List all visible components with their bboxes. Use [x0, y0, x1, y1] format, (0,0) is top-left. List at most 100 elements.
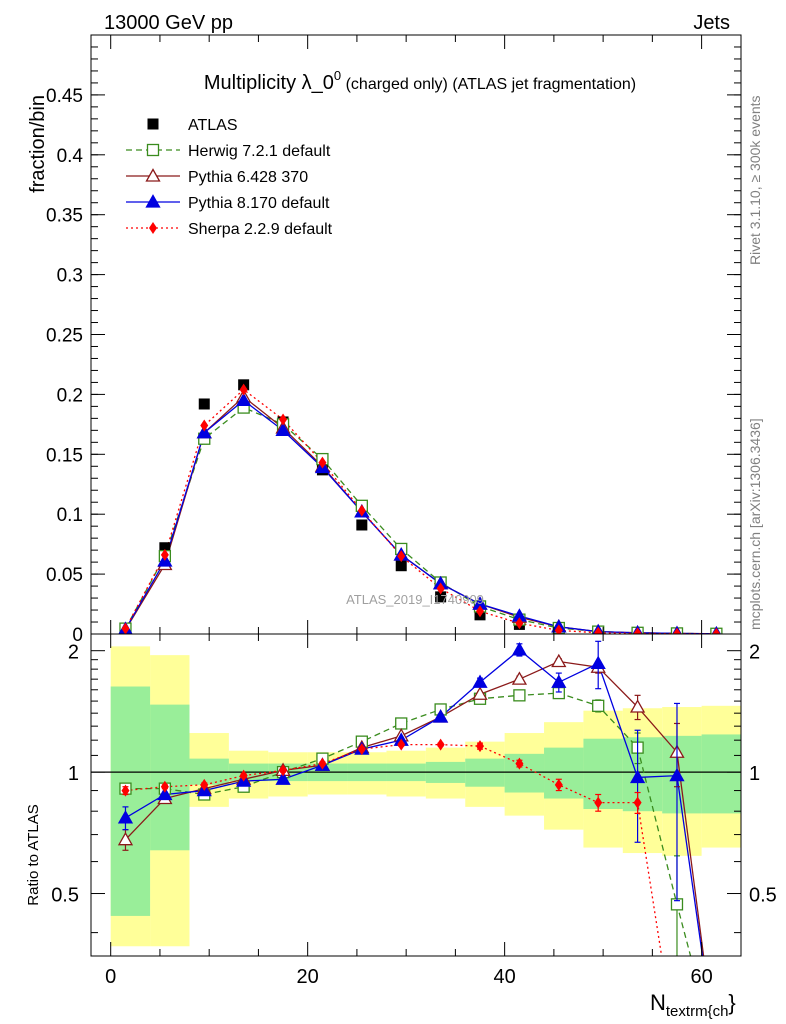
main-data-point [672, 627, 681, 634]
xlabel-main: N [650, 990, 666, 1015]
xlabel-tail: } [728, 990, 735, 1015]
main-data-point [397, 550, 406, 563]
main-data-point [395, 560, 407, 572]
uncertainty-band-green [662, 735, 702, 814]
ratio-data-point [397, 738, 406, 751]
legend-label: Sherpa 2.2.9 default [188, 221, 333, 238]
ratio-data-point [515, 757, 524, 770]
main-ytick-label: 0.45 [46, 86, 83, 107]
main-data-point [515, 617, 524, 630]
ratio-xtick-label: 20 [297, 966, 319, 988]
uncertainty-band-green [150, 704, 190, 851]
main-data-point [435, 591, 447, 603]
main-series-line [124, 388, 717, 634]
main-data-point [121, 622, 130, 634]
main-data-point [160, 548, 169, 561]
main-ytick-label: 0.05 [46, 565, 83, 586]
ratio-data-point [275, 771, 291, 785]
plot-title-superscript: 0 [334, 68, 341, 83]
main-ytick-label: 0.3 [57, 266, 83, 287]
ratio-ytick-label: 0.5 [51, 885, 79, 907]
main-ytick-label: 0.4 [57, 146, 84, 167]
main-plot-area [118, 379, 723, 634]
main-data-point [318, 456, 327, 469]
rivet-label: Rivet 3.1.10, ≥ 300k events [747, 95, 763, 265]
main-data-point [239, 383, 248, 396]
ratio-data-point [200, 778, 209, 791]
main-data-point [436, 582, 445, 595]
main-ylabel: fraction/bin [27, 95, 49, 193]
ratio-ytick-label: 1 [68, 763, 79, 785]
legend-label: Herwig 7.2.1 default [188, 143, 331, 160]
main-data-point [476, 605, 485, 618]
ratio-data-point [117, 831, 134, 846]
ratio-data-point [239, 769, 248, 782]
ratio-data-point [592, 699, 605, 712]
ratio-data-point [669, 767, 685, 782]
plot-title-main: Multiplicity λ_0 [204, 72, 334, 94]
ratio-data-point [357, 743, 366, 756]
ratio-panel: 0.5 0.51 12 20 20 40 60 Ratio to ATLAS Ntextrm… [25, 633, 777, 1020]
main-data-point [200, 419, 209, 432]
ratio-data-point [121, 784, 130, 797]
main-ytick-label: 0.1 [57, 505, 83, 526]
ratio-ytick-label-right: 2 [749, 642, 760, 664]
ratio-ytick-label-right: 0.5 [749, 885, 777, 907]
ratio-plot-area [91, 640, 741, 956]
ratio-data-point [472, 674, 488, 688]
main-ytick-label: 0 [72, 625, 83, 646]
mcplots-label: mcplots.cern.ch [arXiv:1306.3436] [747, 418, 763, 630]
legend-label: Pythia 6.428 370 [188, 169, 308, 186]
main-data-point [198, 398, 210, 410]
ratio-xtick-label: 60 [690, 966, 712, 988]
ratio-data-point [318, 757, 327, 770]
main-ytick-label: 0.35 [46, 206, 83, 227]
plot-title-rest: (charged only) (ATLAS jet fragmentation) [341, 76, 636, 93]
legend-marker [145, 168, 161, 182]
ratio-series-line [125, 743, 663, 956]
ratio-xtick-label: 0 [105, 966, 116, 988]
ratio-data-point [554, 778, 563, 791]
ratio-data-point [476, 740, 485, 753]
legend-label: Pythia 8.170 default [188, 195, 330, 212]
main-axes: 0 0.05 0.1 0.15 0.2 0.25 0.3 0.35 0.4 0.45 [46, 34, 741, 646]
ratio-data-point [629, 769, 646, 784]
main-panel: ATLAS_2019_I1740909 00.050.10.150.20.250… [27, 34, 742, 646]
main-data-point [279, 413, 288, 426]
main-data-point [554, 624, 563, 634]
header-energy: 13000 GeV pp [104, 12, 233, 34]
ratio-data-point [629, 699, 646, 713]
main-data-point [594, 626, 603, 634]
uncertainty-band-green [701, 734, 741, 814]
main-data-point [357, 504, 366, 517]
ratio-data-point [511, 642, 528, 656]
legend-marker [145, 194, 161, 208]
main-data-point [712, 627, 721, 634]
ratio-data-point [436, 738, 445, 751]
ratio-series-line [125, 648, 704, 956]
ratio-xlabel: Ntextrm{ch} [650, 990, 736, 1020]
header-process: Jets [693, 12, 730, 34]
uncertainty-band-green [504, 753, 545, 793]
main-data-point [236, 392, 252, 407]
main-ytick-label: 0.25 [46, 326, 83, 347]
ratio-axes: 0.5 0.51 12 20 20 40 60 [51, 634, 777, 988]
ratio-data-point [590, 655, 606, 670]
legend-label: ATLAS [188, 117, 238, 134]
legend: ATLAS Herwig 7.2.1 default Pythia 6.428 37… [126, 117, 333, 238]
ratio-data-point [157, 786, 173, 801]
main-data-point [633, 627, 642, 634]
ratio-series-line [125, 660, 705, 956]
uncertainty-band-green [583, 738, 623, 810]
xlabel-subscript: textrm{ch [666, 1003, 729, 1020]
ratio-data-point [472, 686, 488, 700]
ratio-data-point [395, 717, 408, 730]
main-data-point [356, 519, 368, 531]
ratio-data-point [160, 780, 169, 793]
main-data-point [196, 424, 212, 439]
legend-marker [146, 143, 160, 157]
ratio-data-point [633, 796, 642, 809]
ratio-data-point [551, 674, 567, 688]
ratio-xtick-label: 40 [494, 966, 516, 988]
